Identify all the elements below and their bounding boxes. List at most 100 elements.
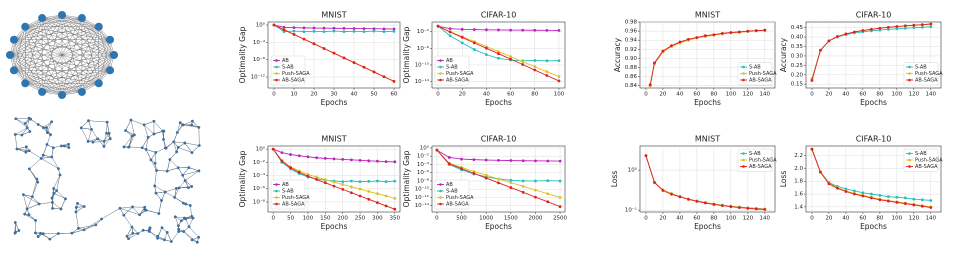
- data-point: [545, 59, 549, 63]
- graph-node: [107, 131, 111, 135]
- y-tick-label: 0.92: [625, 47, 637, 53]
- data-point: [886, 25, 890, 29]
- x-tick-label: 80: [876, 92, 883, 98]
- graph-edge: [23, 194, 33, 197]
- graph-edge: [51, 156, 59, 169]
- graph-node: [183, 141, 187, 145]
- data-point: [393, 207, 397, 211]
- data-point: [289, 153, 292, 156]
- data-point: [763, 208, 767, 211]
- data-point: [341, 157, 345, 161]
- x-tick-label: 80: [876, 216, 883, 222]
- data-point: [322, 30, 326, 34]
- graph-node: [25, 126, 29, 130]
- graph-edge: [155, 192, 162, 201]
- legend-marker: [439, 59, 442, 62]
- data-point: [362, 27, 366, 31]
- graph-node: [67, 146, 71, 149]
- graph-edge: [155, 147, 166, 153]
- data-point: [372, 29, 376, 33]
- x-tick-label: 60: [693, 216, 700, 222]
- data-point: [358, 180, 362, 184]
- legend-marker: [275, 202, 278, 206]
- x-tick-label: 120: [743, 92, 754, 98]
- data-point: [332, 157, 336, 161]
- graph-edge: [81, 120, 89, 129]
- legend-marker: [908, 78, 911, 82]
- graph-node: [108, 137, 112, 141]
- y-tick-label: 0.94: [625, 38, 638, 44]
- graph-node: [140, 146, 144, 150]
- graph-edge: [98, 26, 111, 71]
- data-point: [358, 158, 362, 162]
- y-tick-label: 0.30: [791, 53, 804, 59]
- graph-edge: [42, 17, 111, 40]
- graph-edge: [165, 141, 174, 149]
- graph-edge: [165, 191, 175, 198]
- data-point: [861, 191, 865, 195]
- graph-node: [173, 195, 177, 199]
- graph-node: [142, 123, 146, 127]
- data-point: [485, 46, 488, 50]
- graph-node: [36, 235, 40, 238]
- legend-marker: [742, 72, 745, 75]
- graph-edge: [183, 120, 193, 126]
- graph-node: [102, 139, 106, 143]
- legend-label: Push-SAGA: [446, 71, 474, 77]
- x-tick-label: 100: [892, 216, 903, 222]
- y-axis-label: Accuracy: [779, 37, 788, 72]
- graph-edge: [184, 170, 200, 181]
- graph-node: [38, 87, 47, 96]
- data-point: [349, 185, 353, 189]
- graph-node: [183, 179, 187, 183]
- y-axis-label: Loss: [779, 171, 788, 188]
- data-point: [292, 26, 296, 30]
- data-point: [447, 156, 451, 159]
- data-point: [827, 39, 831, 43]
- graph-edge: [42, 83, 99, 93]
- graph-node: [187, 166, 191, 169]
- graph-node: [106, 35, 115, 44]
- graph-node: [41, 153, 45, 157]
- data-point: [545, 70, 549, 74]
- data-point: [861, 194, 865, 198]
- y-tick-label: 10⁻⁴: [417, 161, 430, 168]
- graph-edge: [25, 17, 83, 84]
- graph-node: [188, 204, 192, 207]
- graph-node: [36, 180, 40, 184]
- graph-edge: [16, 148, 26, 153]
- y-tick-label: 0.90: [625, 56, 638, 62]
- chart: 10⁰ 10⁻⁴ 10⁻⁸ 10⁻¹² 0 10 20 30 40 50 60 MNIST Epochs…: [238, 11, 401, 107]
- graph-node: [169, 240, 173, 243]
- x-axis-label: Epochs: [321, 98, 348, 107]
- x-tick-label: 20: [311, 92, 318, 98]
- graph-node: [163, 146, 167, 150]
- data-point: [810, 79, 814, 82]
- graph-node: [156, 236, 159, 240]
- graph-node: [176, 145, 180, 149]
- graph-node: [87, 119, 90, 123]
- data-point: [521, 28, 525, 32]
- graph-node: [27, 167, 31, 171]
- data-point: [533, 59, 537, 62]
- data-point: [852, 30, 856, 34]
- graph-node: [129, 118, 133, 122]
- y-tick-label: 10⁻⁸: [253, 198, 266, 205]
- data-point: [384, 180, 388, 184]
- graph-node: [49, 133, 52, 137]
- y-tick-label: 0.88: [625, 65, 638, 71]
- graph-edge: [129, 146, 143, 149]
- data-point: [754, 29, 758, 33]
- legend-label: Push-SAGA: [749, 71, 777, 77]
- graph-edge: [81, 54, 115, 93]
- data-point: [521, 184, 525, 188]
- data-point: [644, 154, 648, 158]
- y-tick-label: 10⁻⁶: [417, 169, 430, 176]
- y-tick-label: 0.25: [791, 63, 804, 69]
- data-point: [392, 27, 396, 31]
- graph-edge: [188, 226, 199, 238]
- graph-node: [190, 185, 194, 188]
- graph-edge: [13, 26, 99, 71]
- graph-edge: [165, 188, 177, 193]
